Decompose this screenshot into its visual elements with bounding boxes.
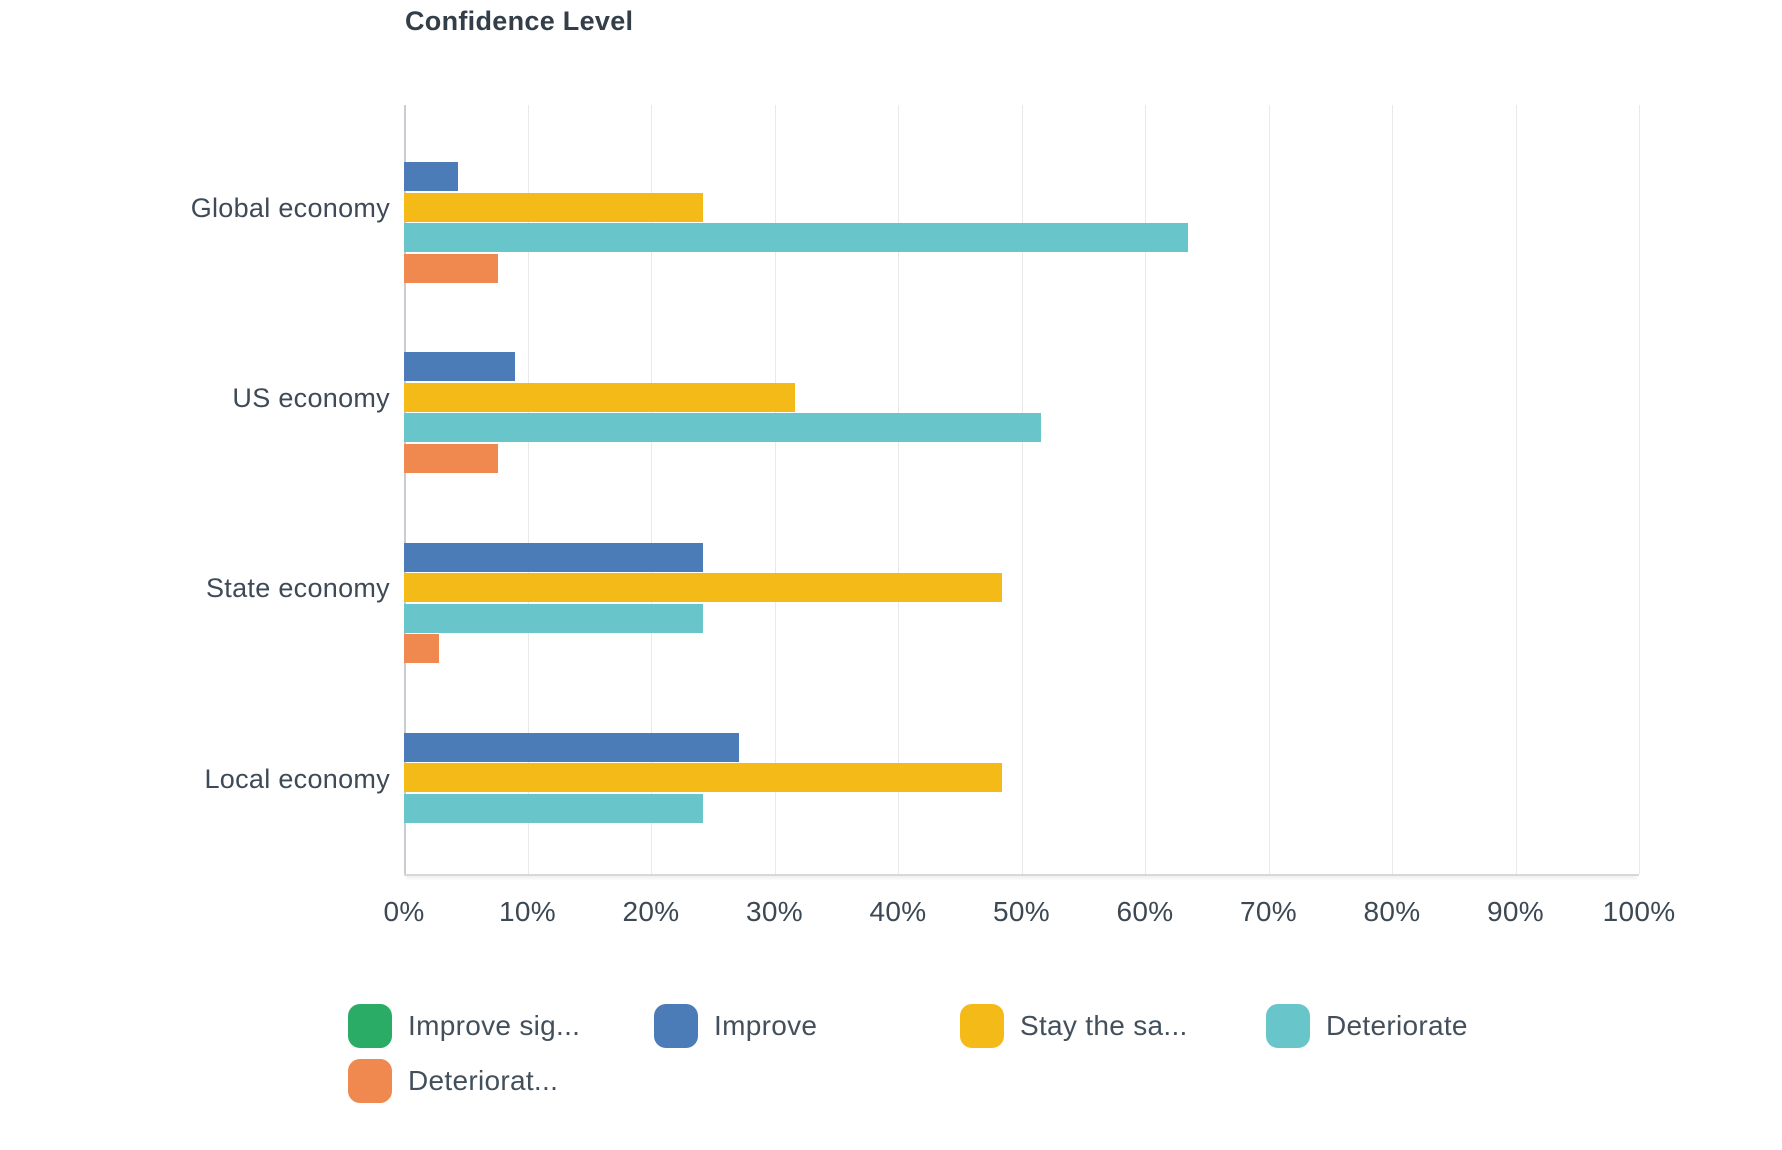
legend-label: Stay the sa...	[1020, 1010, 1188, 1041]
legend-item[interactable]: Stay the sa...	[960, 1004, 1266, 1048]
bar-group	[404, 322, 1639, 475]
chart-title: Confidence Level	[405, 6, 634, 36]
gridline	[1145, 105, 1146, 874]
bar	[404, 603, 703, 633]
x-tick-label: 70%	[1240, 896, 1297, 927]
bar	[404, 413, 1042, 443]
gridline	[1515, 105, 1517, 874]
legend-swatch-icon	[960, 1004, 1004, 1048]
bar	[404, 573, 1002, 603]
x-tick-label: 0%	[383, 896, 425, 927]
x-tick-label: 60%	[1116, 896, 1174, 927]
x-tick-label: 10%	[499, 896, 556, 927]
x-tick-label: 80%	[1363, 896, 1421, 927]
category-label: US economy	[232, 383, 390, 414]
gridline	[1268, 105, 1270, 874]
legend-label: Improve sig...	[408, 1010, 581, 1041]
category-label: Global economy	[190, 192, 390, 223]
gridline	[1392, 105, 1393, 874]
bar	[404, 223, 1189, 252]
x-tick-label: 50%	[993, 896, 1050, 927]
gridline	[527, 105, 529, 874]
legend-label: Improve	[714, 1010, 818, 1041]
bar	[404, 443, 498, 473]
legend-item[interactable]: Deteriorat...	[348, 1059, 654, 1103]
bar	[404, 542, 703, 572]
plot-area	[404, 105, 1640, 876]
bar	[404, 162, 459, 191]
legend-item[interactable]: Improve	[654, 1004, 960, 1048]
bar-group	[404, 132, 1639, 285]
bar-group	[404, 702, 1639, 855]
x-tick-label: 30%	[746, 896, 803, 927]
legend-item[interactable]: Improve sig...	[348, 1004, 654, 1048]
category-label: State economy	[205, 573, 390, 604]
legend-label: Deteriorate	[1326, 1010, 1468, 1041]
legend: Improve sig... Improve Stay the sa... Deter…	[348, 1004, 1608, 1103]
bar	[404, 634, 439, 664]
x-tick-label: 90%	[1487, 896, 1544, 927]
x-tick-label: 100%	[1602, 896, 1676, 927]
gridline	[1021, 105, 1023, 874]
bar	[404, 793, 703, 823]
x-tick-label: 40%	[869, 896, 927, 927]
bar	[404, 763, 1002, 793]
bar	[404, 382, 796, 412]
legend-swatch-icon	[348, 1004, 392, 1048]
bar	[404, 352, 516, 382]
gridline	[898, 105, 899, 874]
bar	[404, 192, 703, 222]
category-label: Local economy	[204, 763, 390, 794]
legend-label: Deteriorat...	[408, 1065, 559, 1096]
bar-group	[404, 512, 1639, 665]
gridline	[774, 105, 776, 874]
axis-baseline	[404, 105, 406, 874]
legend-swatch-icon	[654, 1004, 698, 1048]
gridline	[1639, 105, 1640, 874]
bar	[404, 253, 498, 283]
gridline	[651, 105, 652, 874]
bar	[404, 732, 739, 762]
x-tick-label: 20%	[622, 896, 680, 927]
legend-swatch-icon	[348, 1059, 392, 1103]
legend-swatch-icon	[1266, 1004, 1310, 1048]
legend-item[interactable]: Deteriorate	[1266, 1004, 1572, 1048]
